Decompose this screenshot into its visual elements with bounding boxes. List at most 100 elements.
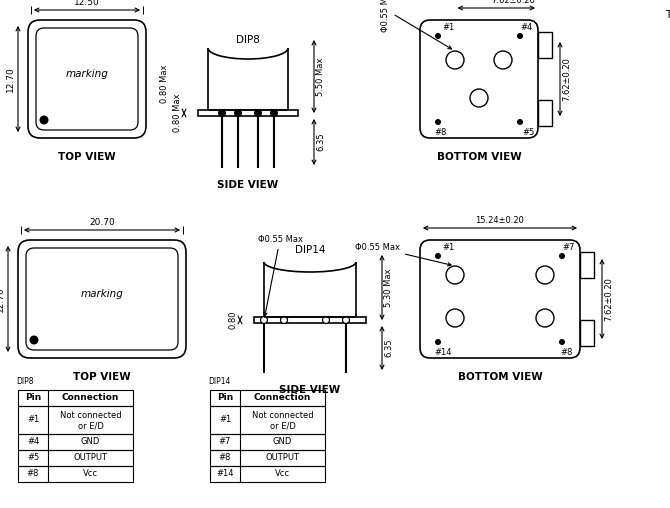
Text: 6.35: 6.35 (384, 339, 393, 357)
Text: 7.62±0.20: 7.62±0.20 (562, 57, 571, 101)
Text: or E/D: or E/D (78, 422, 103, 430)
Text: marking: marking (66, 69, 109, 79)
Circle shape (435, 253, 441, 259)
Bar (18, 390, 133, 406)
Circle shape (470, 89, 488, 107)
Bar (538, 32, 552, 58)
Bar (210, 450, 325, 466)
Bar (18, 450, 133, 466)
Text: #14: #14 (216, 469, 234, 479)
Bar (210, 390, 325, 406)
Circle shape (281, 316, 287, 324)
Text: Vcc: Vcc (275, 469, 290, 479)
Text: GND: GND (81, 437, 100, 447)
Text: 12.70: 12.70 (6, 66, 15, 92)
Text: #14: #14 (434, 348, 452, 357)
Circle shape (218, 109, 226, 117)
Bar (18, 434, 133, 450)
Text: TOP VIEW: TOP VIEW (58, 152, 116, 162)
Text: DIP14: DIP14 (208, 377, 230, 386)
Text: #7: #7 (219, 437, 231, 447)
Text: #1: #1 (442, 243, 454, 252)
Bar (18, 406, 133, 434)
Circle shape (40, 115, 48, 124)
Bar (18, 466, 133, 482)
Text: #8: #8 (560, 348, 572, 357)
Circle shape (342, 316, 350, 324)
Text: #4: #4 (520, 23, 532, 32)
Text: 15.24±0.20: 15.24±0.20 (476, 216, 525, 225)
Text: 0.80 Max: 0.80 Max (173, 94, 182, 132)
Text: #4: #4 (27, 437, 39, 447)
Text: GND: GND (273, 437, 292, 447)
Text: #1: #1 (442, 23, 454, 32)
Text: Φ0.55 Max: Φ0.55 Max (355, 243, 451, 266)
Circle shape (446, 51, 464, 69)
Text: 5.50 Max: 5.50 Max (316, 57, 325, 96)
Text: Not connected: Not connected (60, 410, 121, 420)
Circle shape (322, 316, 330, 324)
Text: DIP8: DIP8 (236, 35, 260, 45)
Text: 12.70: 12.70 (0, 286, 5, 312)
Text: DIP8: DIP8 (16, 377, 34, 386)
Text: #5: #5 (27, 454, 39, 462)
Text: 0.80 Max: 0.80 Max (160, 65, 169, 103)
Text: Pin: Pin (217, 394, 233, 402)
Text: Connection: Connection (254, 394, 311, 402)
Text: BOTTOM VIEW: BOTTOM VIEW (437, 152, 521, 162)
Text: DIP14: DIP14 (295, 245, 325, 255)
Text: 0.80: 0.80 (229, 311, 238, 329)
Text: #8: #8 (219, 454, 231, 462)
Circle shape (234, 109, 242, 117)
Text: 20.70: 20.70 (89, 218, 115, 227)
Text: 12.50: 12.50 (74, 0, 100, 7)
Text: #1: #1 (219, 416, 231, 425)
Text: 7.62±0.20: 7.62±0.20 (492, 0, 535, 5)
Text: Not connected: Not connected (252, 410, 314, 420)
Circle shape (536, 309, 554, 327)
Circle shape (446, 309, 464, 327)
Text: Vcc: Vcc (83, 469, 98, 479)
Bar (210, 434, 325, 450)
Bar (580, 320, 594, 346)
Text: BOTTOM VIEW: BOTTOM VIEW (458, 372, 543, 382)
Text: #7: #7 (562, 243, 574, 252)
Text: or E/D: or E/D (269, 422, 295, 430)
Text: OUTPUT: OUTPUT (74, 454, 107, 462)
Bar (198, 110, 298, 116)
Text: marking: marking (80, 289, 123, 299)
Circle shape (517, 119, 523, 125)
Text: Connection: Connection (62, 394, 119, 402)
Circle shape (494, 51, 512, 69)
Circle shape (536, 266, 554, 284)
Circle shape (435, 119, 441, 125)
Text: #5: #5 (522, 128, 534, 137)
Bar (210, 406, 325, 434)
Circle shape (261, 316, 267, 324)
Bar (210, 466, 325, 482)
Circle shape (446, 266, 464, 284)
Text: #8: #8 (27, 469, 39, 479)
Bar (538, 100, 552, 126)
Circle shape (254, 109, 262, 117)
Text: Φ0.55 Max: Φ0.55 Max (381, 0, 452, 49)
Text: #1: #1 (27, 416, 39, 425)
Circle shape (435, 33, 441, 39)
Text: Φ0.55 Max: Φ0.55 Max (257, 235, 302, 316)
Text: Pin: Pin (25, 394, 41, 402)
Circle shape (270, 109, 278, 117)
Text: OUTPUT: OUTPUT (265, 454, 299, 462)
Circle shape (517, 33, 523, 39)
Text: 5.30 Max: 5.30 Max (384, 268, 393, 307)
Text: SIDE VIEW: SIDE VIEW (279, 385, 340, 395)
Circle shape (435, 339, 441, 345)
Text: 7.62±0.20: 7.62±0.20 (604, 277, 613, 321)
Circle shape (559, 339, 565, 345)
Text: SIDE VIEW: SIDE VIEW (217, 180, 279, 190)
Text: T: T (665, 10, 670, 20)
Text: #8: #8 (434, 128, 446, 137)
Bar (254, 317, 366, 323)
Text: TOP VIEW: TOP VIEW (73, 372, 131, 382)
Circle shape (29, 335, 38, 344)
Bar (580, 252, 594, 278)
